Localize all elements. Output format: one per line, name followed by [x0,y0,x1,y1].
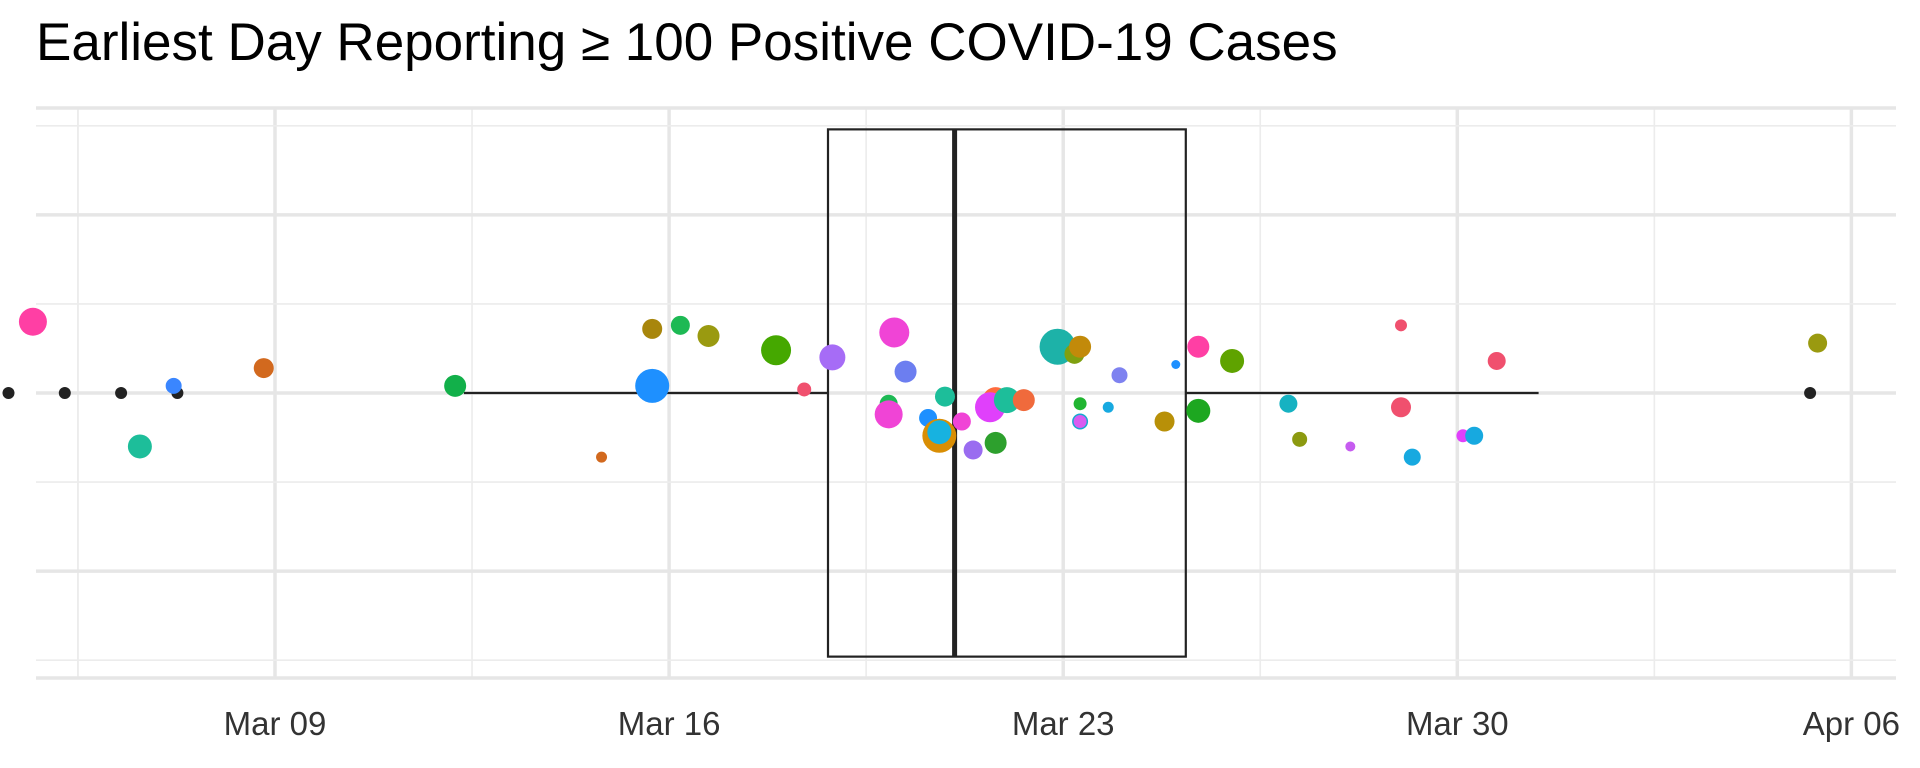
data-point [127,434,152,459]
data-point [963,440,983,460]
x-tick-label: Mar 23 [1012,705,1115,742]
data-point [1186,398,1211,423]
x-tick-label: Apr 06 [1803,705,1900,742]
data-point [18,307,47,336]
x-tick-label: Mar 09 [224,705,327,742]
data-point [1069,335,1092,358]
data-point [984,431,1007,454]
data-point [1012,389,1035,412]
data-point [1171,360,1181,369]
data-point [1154,411,1175,432]
grid-lines [36,106,1896,680]
data-point [253,358,274,379]
boxplot-box [826,128,1187,658]
boxplot-outlier [1804,387,1817,399]
data-point [874,400,903,429]
data-point [670,315,690,335]
data-point [1395,319,1407,332]
data-points [18,307,1828,466]
boxplot-outlier [2,387,15,399]
data-point [1487,351,1506,370]
data-point [797,382,812,397]
boxplot [2,128,1817,658]
data-point [1403,448,1421,466]
data-point [1465,426,1484,445]
data-point [894,360,917,383]
data-point [635,368,670,403]
data-point [1111,367,1128,384]
data-point [697,325,720,347]
data-point [1220,348,1245,373]
boxplot-outlier [115,387,128,399]
boxplot-outlier [58,387,71,399]
data-point [1073,397,1087,411]
data-point [165,377,182,394]
data-point [1187,335,1210,358]
data-point [1073,415,1087,428]
data-point [444,374,467,397]
data-point [761,335,792,366]
data-point [1391,397,1411,418]
data-point [952,412,971,431]
data-point [1102,401,1114,413]
x-axis-tick-labels: Mar 09 Mar 16 Mar 23 Mar 30 Apr 06 [224,705,1900,742]
data-point [879,317,910,348]
chart-title: Earliest Day Reporting ≥ 100 Positive CO… [36,13,1338,72]
data-point [927,420,952,445]
data-point [1279,394,1298,413]
data-point [1345,441,1356,452]
data-point [1292,431,1308,447]
x-tick-label: Mar 30 [1406,705,1509,742]
x-tick-label: Mar 16 [618,705,721,742]
data-point [934,386,955,407]
data-point [596,451,608,463]
data-point [1808,333,1828,353]
data-point [642,318,663,339]
data-point [819,344,846,371]
data-point [993,387,1020,414]
